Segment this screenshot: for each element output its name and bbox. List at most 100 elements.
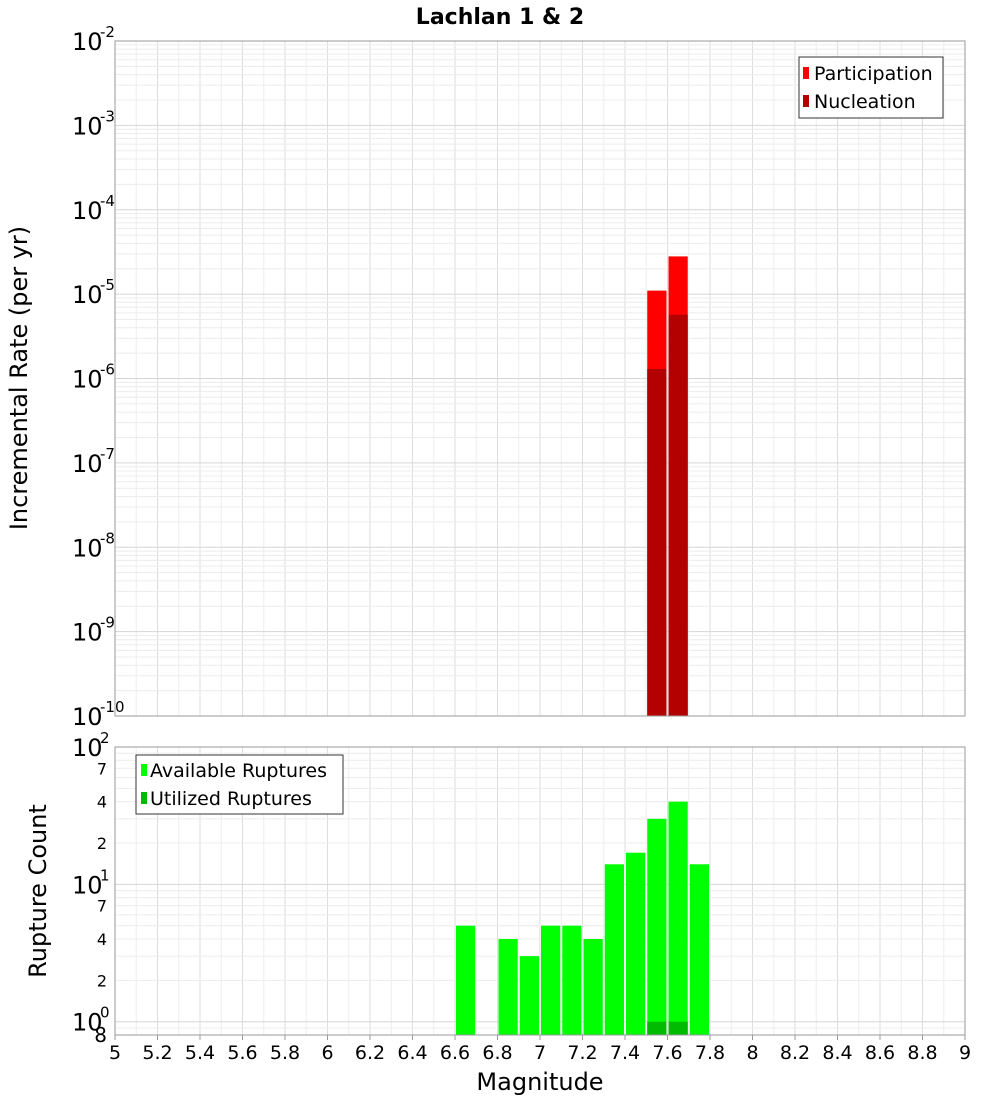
bottom-legend: Available Ruptures Utilized Ruptures xyxy=(135,754,344,815)
top-y-tick-label: 10-8 xyxy=(72,529,115,562)
x-tick-label: 8.8 xyxy=(907,1042,937,1064)
x-tick-label: 6.2 xyxy=(355,1042,385,1064)
top-y-tick-label: 10-9 xyxy=(72,614,115,647)
y-tick-exponent: -4 xyxy=(100,192,115,210)
legend-nucleation-swatch xyxy=(803,95,809,107)
chart-title: Lachlan 1 & 2 xyxy=(416,5,584,30)
y-tick-base: 10 xyxy=(72,871,103,899)
legend-utilized-swatch xyxy=(141,792,147,804)
top-legend: Participation Nucleation xyxy=(798,56,944,119)
x-tick-label: 7 xyxy=(534,1042,546,1064)
x-tick-label: 5.8 xyxy=(270,1042,300,1064)
bottom-bar-available-ruptures xyxy=(626,852,646,1035)
x-tick-label: 9 xyxy=(959,1042,971,1064)
bottom-bar-available-ruptures xyxy=(583,939,603,1035)
bottom-bar-available-ruptures xyxy=(647,818,667,1035)
top-y-tick-label: 10-7 xyxy=(72,445,115,478)
y-tick-exponent: -7 xyxy=(100,445,115,463)
x-tick-label: 5.2 xyxy=(142,1042,172,1064)
bottom-bar-available-ruptures xyxy=(668,801,688,1035)
bottom-bar-available-ruptures xyxy=(689,864,709,1035)
bottom-y-minor-tick-label: 4 xyxy=(97,930,107,949)
y-tick-exponent: 2 xyxy=(100,729,110,747)
x-tick-label: 7.6 xyxy=(652,1042,682,1064)
top-y-axis-label: Incremental Rate (per yr) xyxy=(5,226,33,530)
x-tick-label: 5.4 xyxy=(185,1042,215,1064)
bottom-bar-utilized-ruptures xyxy=(668,1021,688,1035)
y-tick-base: 10 xyxy=(72,112,103,140)
top-y-tick-label: 10-5 xyxy=(72,276,115,309)
top-plot-frame xyxy=(114,40,966,717)
x-tick-label: 7.8 xyxy=(695,1042,725,1064)
y-tick-exponent: 1 xyxy=(100,866,110,884)
top-y-tick-label: 10-6 xyxy=(72,361,115,394)
bottom-y-minor-tick-label: 7 xyxy=(97,897,107,916)
top-bar-nucleation xyxy=(647,368,667,716)
bottom-plot-bars xyxy=(456,801,709,1035)
x-tick-label: 6 xyxy=(321,1042,333,1064)
y-tick-base: 10 xyxy=(72,450,103,478)
legend-nucleation-label: Nucleation xyxy=(814,91,916,113)
y-tick-exponent: -9 xyxy=(100,614,115,632)
x-axis-ticks: 5 5.2 5.4 5.6 5.8 6 6.2 6.4 6.6 6.8 7 7.2 7.4 7.6 7.8 8… xyxy=(109,1035,971,1064)
y-tick-base: 10 xyxy=(72,281,103,309)
y-tick-base: 10 xyxy=(72,534,103,562)
y-tick-exponent: -8 xyxy=(100,529,115,547)
top-bar-nucleation xyxy=(668,314,688,716)
bottom-legend-box xyxy=(135,754,344,815)
bottom-bar-available-ruptures xyxy=(604,864,624,1035)
bottom-bar-available-ruptures xyxy=(541,925,561,1035)
bottom-bar-available-ruptures xyxy=(456,925,476,1035)
x-tick-label: 8.4 xyxy=(822,1042,852,1064)
y-tick-base: 10 xyxy=(72,619,103,647)
top-plot-grid xyxy=(114,41,966,717)
y-tick-exponent: -6 xyxy=(100,361,115,379)
top-y-tick-label: 10-10 xyxy=(72,698,125,731)
bottom-y-minor-tick-label: 2 xyxy=(97,834,107,853)
bottom-y-tick-label: 102 xyxy=(72,729,110,762)
legend-available-swatch xyxy=(141,764,147,776)
bottom-y-tick-label: 100 xyxy=(72,1004,110,1037)
legend-utilized-label: Utilized Ruptures xyxy=(150,788,312,810)
y-tick-exponent: -3 xyxy=(100,107,115,125)
bottom-y-minor-tick-label: 8 xyxy=(94,1023,107,1047)
y-tick-exponent: -5 xyxy=(100,276,115,294)
bottom-bar-available-ruptures xyxy=(562,925,582,1035)
bottom-y-tick-label: 101 xyxy=(72,866,110,899)
y-tick-base: 10 xyxy=(72,734,103,762)
bottom-y-axis-label: Rupture Count xyxy=(24,804,52,978)
top-y-tick-label: 10-3 xyxy=(72,107,115,140)
x-tick-label: 6.6 xyxy=(440,1042,470,1064)
x-tick-label: 6.4 xyxy=(397,1042,427,1064)
x-axis-label: Magnitude xyxy=(476,1068,603,1096)
legend-available-label: Available Ruptures xyxy=(150,760,327,782)
top-legend-box xyxy=(798,56,944,119)
bottom-bar-available-ruptures xyxy=(519,956,539,1035)
top-y-tick-label: 10-2 xyxy=(72,23,115,56)
legend-participation-swatch xyxy=(803,67,809,79)
y-tick-base: 10 xyxy=(72,366,103,394)
y-tick-exponent: -10 xyxy=(100,698,125,716)
bottom-y-minor-tick-label: 2 xyxy=(97,971,107,990)
bottom-bar-utilized-ruptures xyxy=(647,1021,667,1035)
x-tick-label: 8.6 xyxy=(865,1042,895,1064)
y-tick-base: 10 xyxy=(72,1009,103,1037)
bottom-y-minor-tick-label: 7 xyxy=(97,759,107,778)
x-tick-label: 7.2 xyxy=(567,1042,597,1064)
y-tick-exponent: -2 xyxy=(100,23,115,41)
x-tick-label: 5.6 xyxy=(227,1042,257,1064)
x-tick-label: 7.4 xyxy=(610,1042,640,1064)
y-tick-base: 10 xyxy=(72,28,103,56)
x-tick-label: 8 xyxy=(746,1042,758,1064)
bottom-y-minor-tick-label: 4 xyxy=(97,793,107,812)
bottom-bar-available-ruptures xyxy=(498,939,518,1035)
x-tick-label: 6.8 xyxy=(482,1042,512,1064)
y-tick-base: 10 xyxy=(72,703,103,731)
top-y-tick-label: 10-4 xyxy=(72,192,115,225)
y-tick-base: 10 xyxy=(72,197,103,225)
top-plot-bars xyxy=(647,256,688,716)
legend-participation-label: Participation xyxy=(814,63,933,85)
